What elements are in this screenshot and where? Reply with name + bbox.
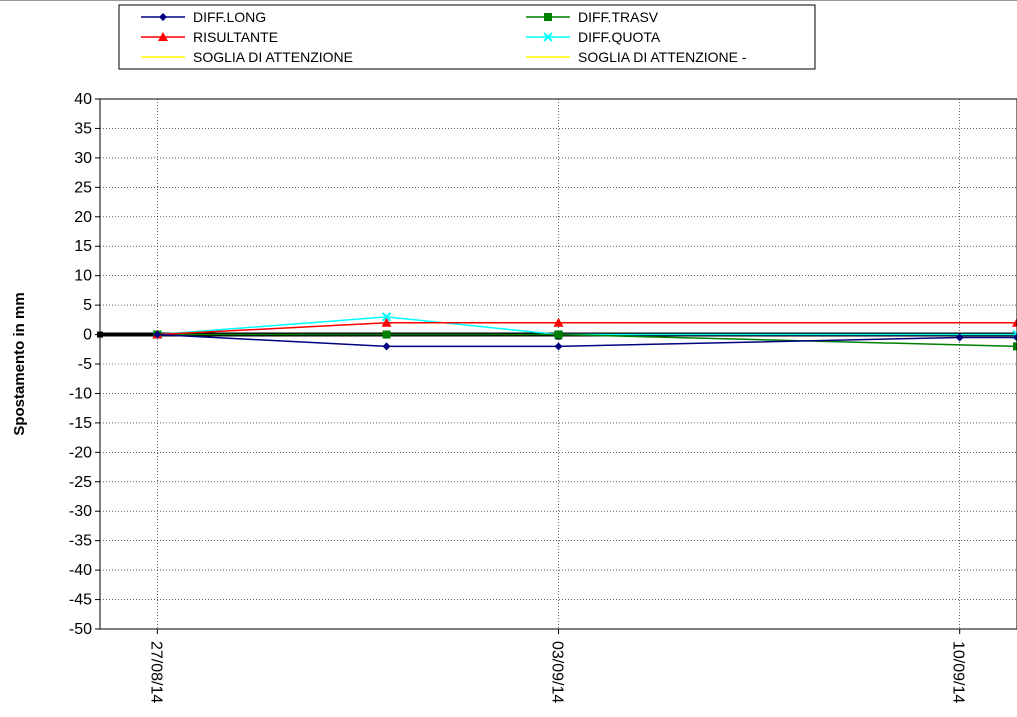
legend-marker: [158, 32, 168, 41]
plot-frame: [99, 98, 1017, 630]
y-tick-label: -20: [69, 444, 92, 461]
point-diff-trasv: [1013, 342, 1017, 351]
y-tick-label: 0: [83, 327, 92, 344]
legend-entry-diff-trasv: DIFF.TRASV: [526, 9, 659, 25]
y-tick-label: -10: [69, 385, 92, 402]
y-tick-label: -30: [69, 503, 92, 520]
y-axis-ticks: 40 35 30 25 20 15 10 5 0 -5 -10 -15 -20 -25 -30 -35 -40 -…: [69, 91, 100, 638]
legend-marker: [544, 13, 552, 21]
legend-entry-diff-quota: DIFF.QUOTA: [526, 29, 661, 45]
x-tick-label: 10/09/14: [950, 641, 967, 703]
y-tick-label: 15: [74, 238, 92, 255]
point-diff-long: [554, 342, 563, 351]
point-diff-long: [1013, 333, 1017, 342]
point-diff-quota: [381, 312, 392, 322]
legend-entry-soglia-di-attenzione: SOGLIA DI ATTENZIONE: [141, 49, 353, 65]
legend-label: SOGLIA DI ATTENZIONE: [193, 49, 353, 65]
x-axis-ticks: 27/08/14 03/09/14 10/09/14: [147, 629, 967, 703]
y-tick-label: 40: [74, 91, 92, 108]
point-risultante: [1012, 317, 1017, 327]
legend-entry-risultante: RISULTANTE: [141, 29, 278, 45]
y-tick-label: -5: [78, 356, 92, 373]
legend-box: [118, 4, 816, 70]
point-diff-long: [955, 333, 964, 342]
point-risultante: [381, 317, 392, 327]
y-tick-label: 20: [74, 209, 92, 226]
legend-label: DIFF.TRASV: [578, 9, 659, 25]
series-line-diff-trasv: [157, 333, 1017, 348]
y-tick-label: -25: [69, 474, 92, 491]
series-diff-long: [153, 330, 1017, 351]
point-diff-long: [382, 342, 391, 351]
legend-entry-soglia-di-attenzione: SOGLIA DI ATTENZIONE -: [526, 49, 747, 65]
legend-label: RISULTANTE: [193, 29, 278, 45]
legend-entry-diff-long: DIFF.LONG: [141, 9, 266, 25]
series-line-diff-quota: [157, 316, 1017, 336]
y-tick-label: -45: [69, 592, 92, 609]
y-tick-label: 10: [74, 268, 92, 285]
y-tick-label: -50: [69, 621, 92, 638]
legend-marker: [159, 13, 167, 21]
point-diff-long: [153, 330, 162, 339]
series-line-risultante: [157, 322, 1017, 336]
point-diff-trasv: [554, 330, 563, 339]
y-tick-label: -40: [69, 562, 92, 579]
y-tick-label: -35: [69, 533, 92, 550]
point-risultante: [553, 317, 564, 327]
legend-label: DIFF.QUOTA: [578, 29, 661, 45]
series-layer: [152, 312, 1017, 351]
y-tick-label: 35: [74, 120, 92, 137]
point-diff-trasv: [382, 330, 391, 339]
legend: DIFF.LONG DIFF.TRASV RISULTANTE DIFF.QUOTA S…: [118, 4, 816, 70]
y-tick-label: 30: [74, 150, 92, 167]
legend-marker: [543, 32, 553, 42]
y-axis-label: Spostamento in mm: [11, 292, 28, 435]
y-tick-label: 5: [83, 297, 92, 314]
legend-label: DIFF.LONG: [193, 9, 266, 25]
x-tick-label: 27/08/14: [147, 641, 164, 703]
y-tick-label: 25: [74, 179, 92, 196]
legend-label: SOGLIA DI ATTENZIONE -: [578, 49, 747, 65]
grid: [100, 98, 1017, 630]
x-tick-label: 03/09/14: [549, 641, 566, 703]
y-tick-label: -15: [69, 415, 92, 432]
